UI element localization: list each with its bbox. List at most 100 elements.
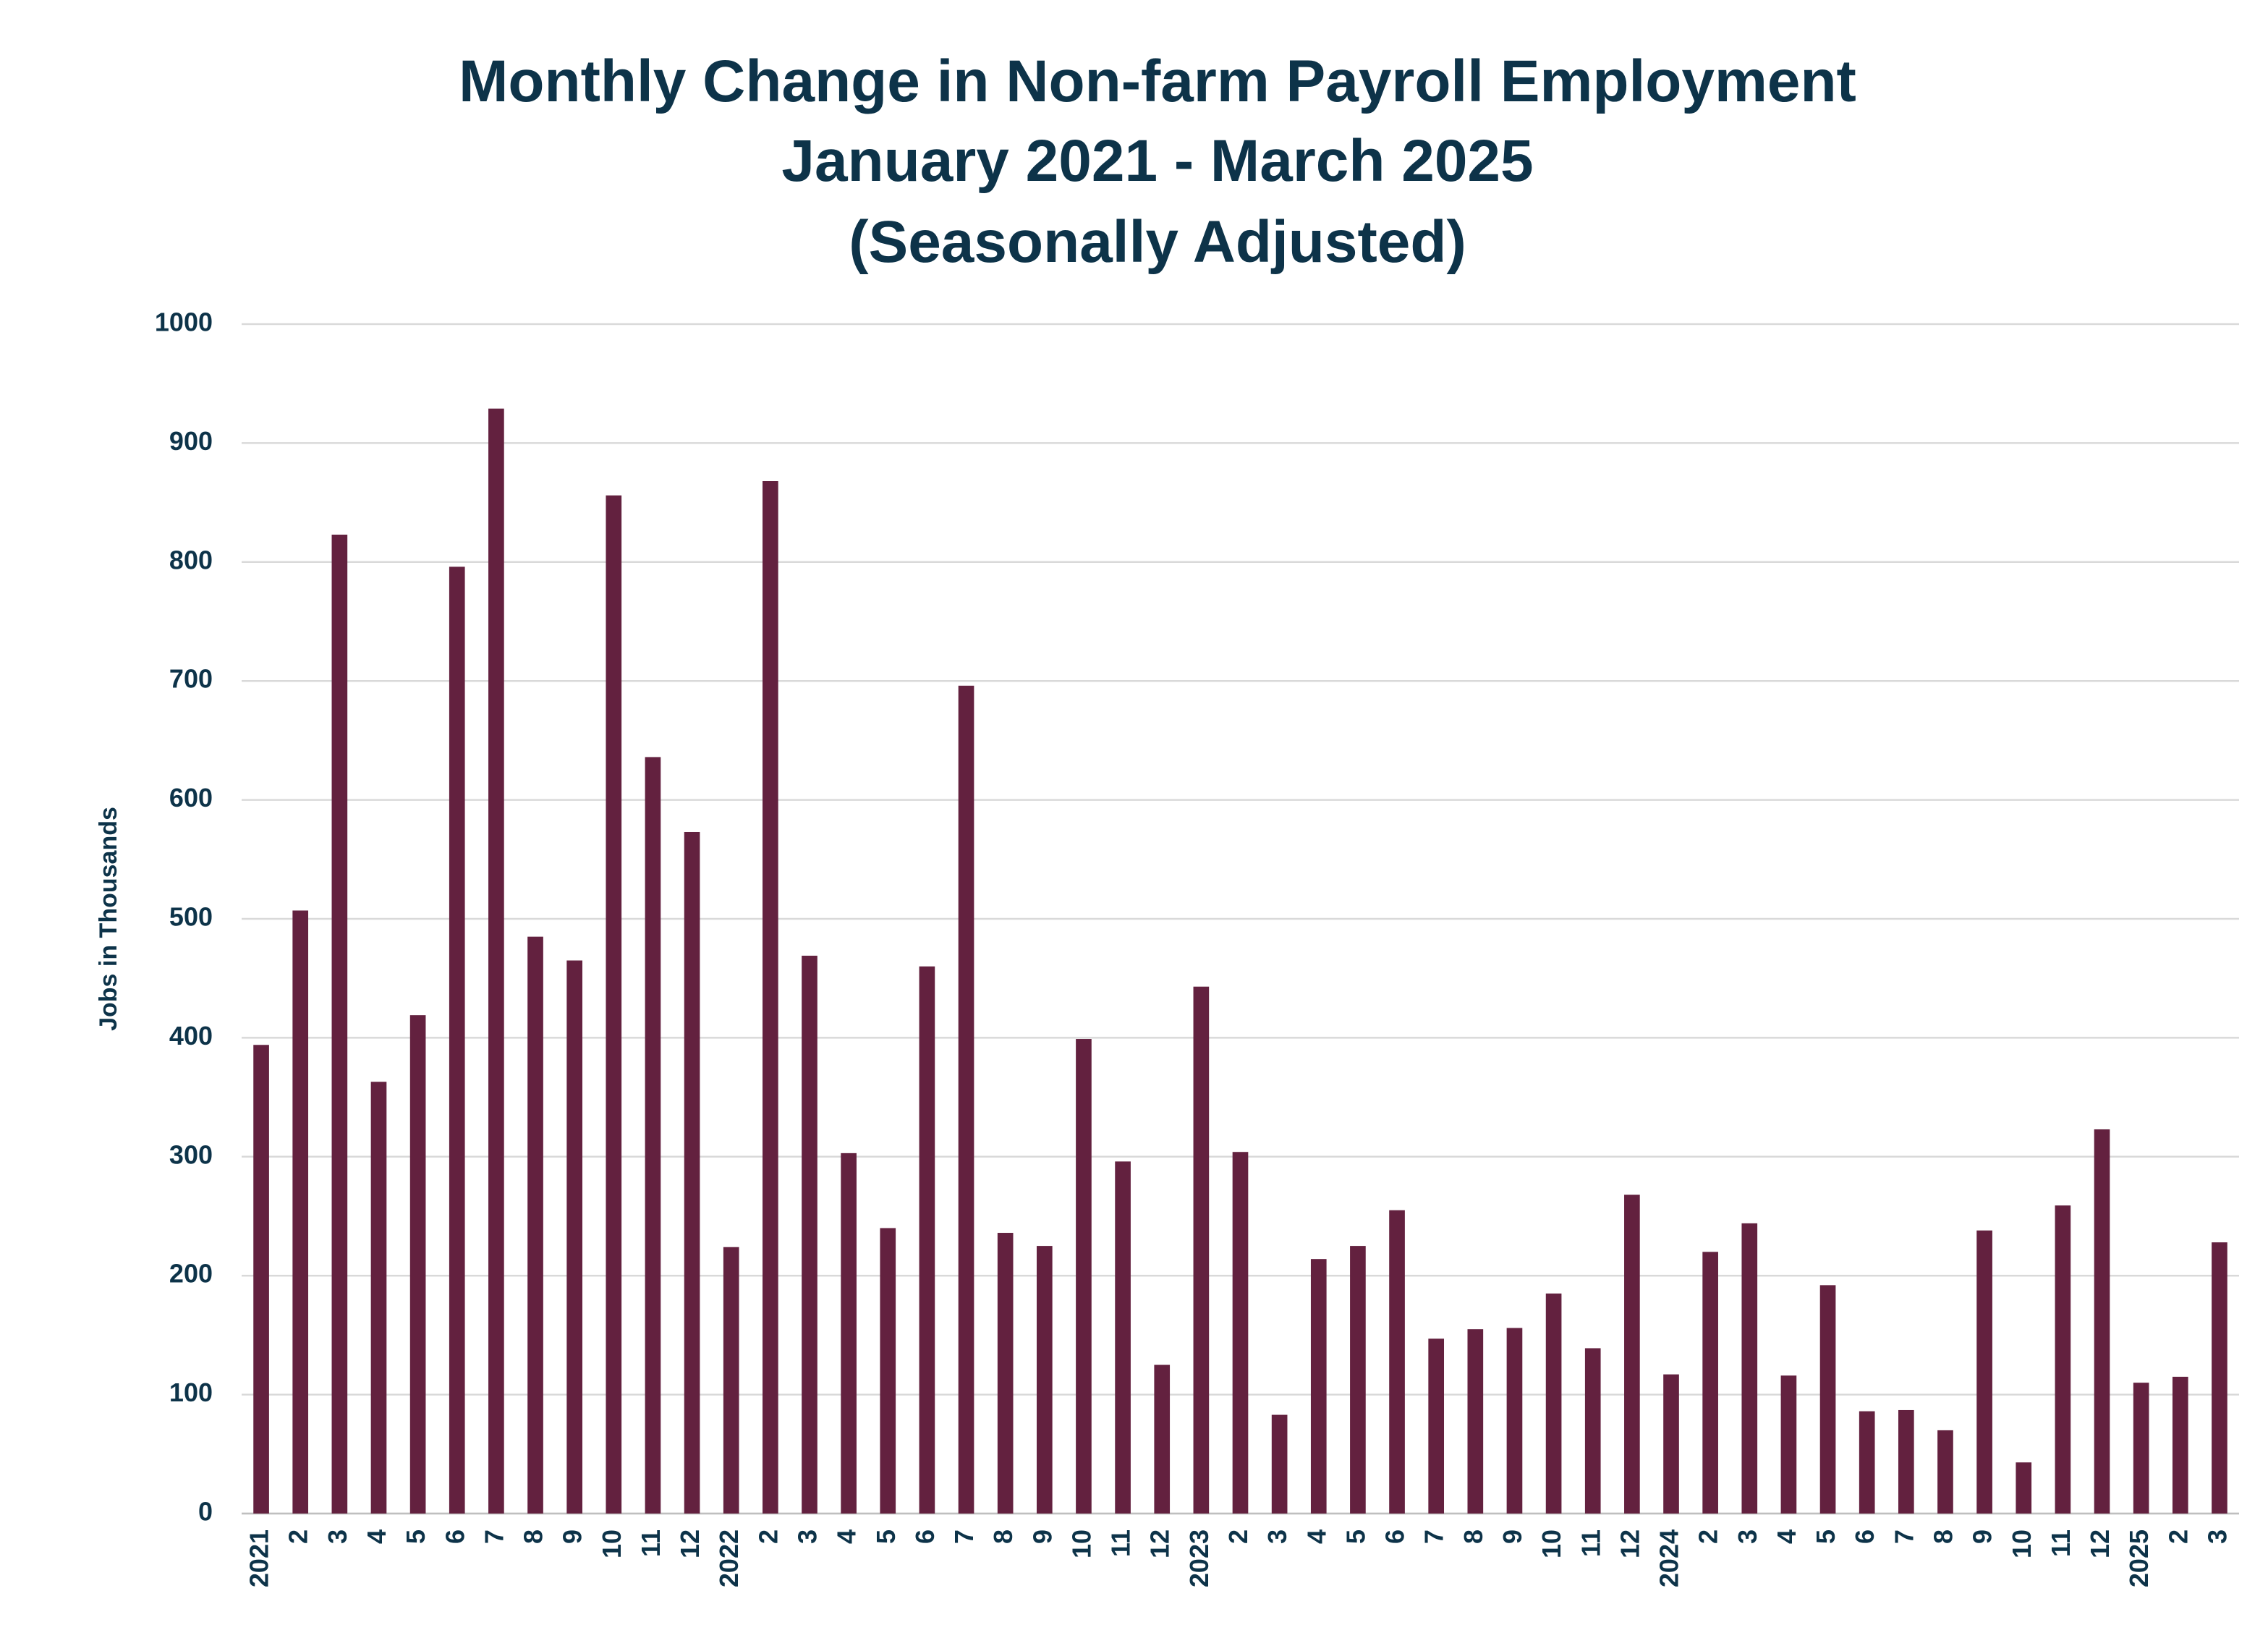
x-tick-label: 2 bbox=[1223, 1529, 1253, 1544]
bar bbox=[684, 831, 700, 1514]
bar bbox=[880, 1228, 896, 1514]
bar bbox=[1154, 1364, 1171, 1514]
bar bbox=[2212, 1242, 2227, 1514]
bar bbox=[409, 1015, 426, 1514]
bar bbox=[1389, 1210, 1405, 1514]
x-tick-label: 3 bbox=[793, 1529, 823, 1544]
x-tick-label: 12 bbox=[2085, 1529, 2115, 1558]
x-tick-label: 2 bbox=[1694, 1529, 1723, 1544]
x-tick-label: 4 bbox=[1301, 1529, 1331, 1544]
x-tick-label: 10 bbox=[2007, 1529, 2036, 1558]
bar bbox=[1702, 1252, 1718, 1514]
x-tick-label: 4 bbox=[362, 1529, 391, 1544]
x-tick-label: 7 bbox=[949, 1529, 979, 1544]
bar bbox=[802, 955, 817, 1514]
bar bbox=[919, 966, 935, 1514]
x-tick-label: 5 bbox=[401, 1529, 430, 1544]
bar bbox=[1076, 1039, 1092, 1514]
bar bbox=[1193, 986, 1210, 1514]
x-tick-label: 2 bbox=[753, 1529, 783, 1544]
x-tick-label: 9 bbox=[1027, 1529, 1057, 1544]
bar bbox=[1780, 1375, 1797, 1514]
x-tick-label: 4 bbox=[1772, 1529, 1801, 1544]
x-tick-label: 6 bbox=[440, 1529, 470, 1544]
bar bbox=[1310, 1259, 1327, 1514]
bar bbox=[723, 1247, 739, 1514]
bar bbox=[2094, 1129, 2110, 1514]
y-axis-label: Jobs in Thousands bbox=[95, 807, 122, 1031]
bar bbox=[958, 685, 974, 1514]
x-tick-label: 5 bbox=[1341, 1529, 1370, 1544]
bar bbox=[606, 495, 622, 1514]
y-tick-label: 200 bbox=[169, 1259, 213, 1289]
x-tick-label: 6 bbox=[910, 1529, 940, 1544]
x-tick-label: 5 bbox=[871, 1529, 901, 1544]
bar bbox=[1584, 1348, 1601, 1514]
x-tick-label: 2021 bbox=[245, 1529, 274, 1587]
x-tick-label: 11 bbox=[636, 1529, 666, 1557]
x-tick-label: 7 bbox=[479, 1529, 509, 1544]
x-tick-label: 12 bbox=[675, 1529, 705, 1558]
x-tick-label: 9 bbox=[1968, 1529, 1997, 1544]
x-tick-label: 9 bbox=[558, 1529, 587, 1544]
x-tick-label: 11 bbox=[2046, 1529, 2076, 1557]
x-tick-label: 12 bbox=[1615, 1529, 1644, 1558]
bar bbox=[1859, 1411, 1875, 1514]
x-tick-label: 2025 bbox=[2124, 1529, 2154, 1587]
x-tick-label: 2023 bbox=[1184, 1529, 1214, 1587]
bar bbox=[1819, 1285, 1836, 1514]
x-tick-label: 11 bbox=[1106, 1529, 1136, 1557]
y-tick-label: 600 bbox=[169, 783, 213, 812]
x-tick-label: 2 bbox=[2163, 1529, 2193, 1544]
bar bbox=[1036, 1246, 1053, 1514]
bar bbox=[1937, 1430, 1953, 1514]
y-tick-label: 500 bbox=[169, 902, 213, 932]
x-tick-label: 7 bbox=[1889, 1529, 1919, 1544]
bar bbox=[2172, 1376, 2188, 1514]
y-tick-label: 300 bbox=[169, 1139, 213, 1169]
x-tick-label: 2022 bbox=[714, 1529, 744, 1587]
bar bbox=[1976, 1230, 1992, 1514]
chart-title: January 2021 - March 2025 bbox=[781, 128, 1533, 194]
x-tick-label: 8 bbox=[988, 1529, 1018, 1544]
y-tick-label: 900 bbox=[169, 426, 213, 456]
x-tick-label: 3 bbox=[323, 1529, 352, 1544]
bar bbox=[1741, 1223, 1758, 1514]
chart-title: (Seasonally Adjusted) bbox=[849, 209, 1466, 275]
bar bbox=[1428, 1338, 1445, 1514]
bar bbox=[566, 960, 582, 1514]
chart-title: Monthly Change in Non-farm Payroll Emplo… bbox=[459, 48, 1856, 114]
y-tick-label: 700 bbox=[169, 664, 213, 694]
bar bbox=[1271, 1414, 1288, 1514]
x-tick-label: 3 bbox=[1733, 1529, 1762, 1544]
bar bbox=[997, 1233, 1014, 1514]
x-tick-label: 8 bbox=[1458, 1529, 1488, 1544]
x-tick-label: 10 bbox=[1066, 1529, 1096, 1558]
bar bbox=[292, 910, 309, 1514]
bar bbox=[1545, 1293, 1562, 1514]
x-tick-label: 12 bbox=[1145, 1529, 1175, 1558]
x-tick-label: 10 bbox=[1537, 1529, 1566, 1558]
x-tick-label: 3 bbox=[2202, 1529, 2232, 1544]
x-tick-label: 6 bbox=[1850, 1529, 1880, 1544]
y-tick-label: 0 bbox=[198, 1497, 213, 1527]
bar bbox=[645, 757, 661, 1514]
bar bbox=[370, 1082, 387, 1514]
x-tick-label: 8 bbox=[519, 1529, 548, 1544]
y-tick-label: 1000 bbox=[155, 307, 213, 337]
y-tick-label: 400 bbox=[169, 1021, 213, 1051]
bar bbox=[2055, 1205, 2071, 1514]
bar bbox=[1624, 1194, 1640, 1514]
x-tick-label: 5 bbox=[1811, 1529, 1840, 1544]
bar bbox=[1663, 1374, 1679, 1514]
bar bbox=[1898, 1409, 1914, 1514]
bar bbox=[527, 936, 543, 1514]
bar bbox=[1467, 1329, 1484, 1514]
x-tick-label: 9 bbox=[1498, 1529, 1527, 1544]
bar bbox=[488, 408, 504, 1514]
x-tick-label: 2024 bbox=[1655, 1529, 1684, 1587]
x-tick-label: 6 bbox=[1380, 1529, 1410, 1544]
bar bbox=[1232, 1152, 1249, 1514]
bar bbox=[2133, 1383, 2149, 1514]
